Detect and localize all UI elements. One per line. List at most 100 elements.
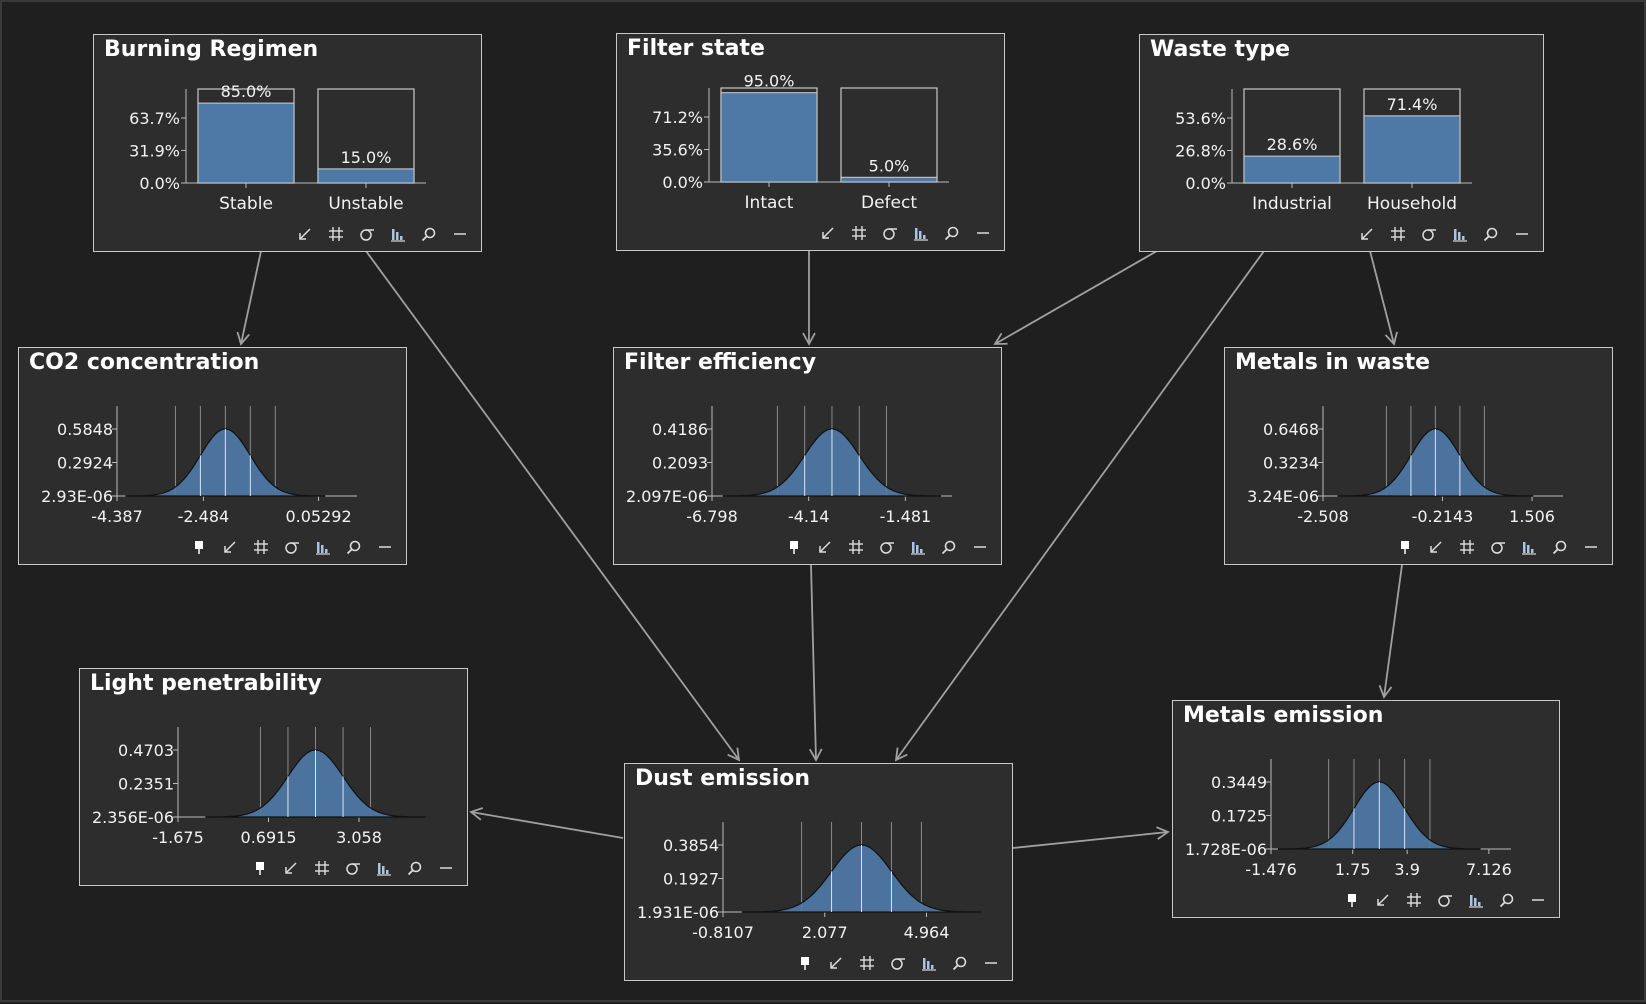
y-tick-label: 0.2351 [118, 775, 174, 794]
pin-icon[interactable] [1341, 889, 1363, 911]
search-icon[interactable] [1549, 536, 1571, 558]
sigma-icon[interactable] [1434, 889, 1456, 911]
histogram-icon[interactable] [1449, 223, 1471, 245]
minimize-icon[interactable] [969, 536, 991, 558]
histogram-icon[interactable] [373, 857, 395, 879]
edge-dust-to-light[interactable] [469, 807, 624, 839]
histogram-icon[interactable] [1465, 889, 1487, 911]
node-toolbar [1394, 536, 1602, 558]
grid-icon[interactable] [1387, 223, 1409, 245]
bar-value-label: 85.0% [221, 82, 272, 101]
node-title: Light penetrability [90, 671, 322, 696]
edge-burning-to-co2[interactable] [236, 250, 262, 346]
search-icon[interactable] [941, 222, 963, 244]
edge-burning-to-dust[interactable] [365, 250, 741, 762]
x-tick-label: -2.484 [178, 507, 230, 526]
fit-icon[interactable] [219, 536, 241, 558]
sigma-icon[interactable] [879, 222, 901, 244]
edge-waste_type-to-dust[interactable] [894, 250, 1265, 762]
node-co2[interactable]: CO2 concentration 2.93E-06 0.2924 0.5848 -4.… [18, 347, 407, 565]
fit-icon[interactable] [1372, 889, 1394, 911]
minimize-icon[interactable] [980, 952, 1002, 974]
node-filter-state[interactable]: Filter state 0.0% 35.6% 71.2% 95.0% Intact 5.0… [616, 33, 1005, 251]
sigma-icon[interactable] [356, 223, 378, 245]
search-icon[interactable] [404, 857, 426, 879]
search-icon[interactable] [1496, 889, 1518, 911]
bar-intact[interactable] [720, 92, 818, 183]
sigma-icon[interactable] [281, 536, 303, 558]
edge-waste_type-to-filter_eff[interactable] [993, 250, 1158, 345]
edge-metals_waste-to-metals_emission[interactable] [1378, 564, 1403, 699]
search-icon[interactable] [343, 536, 365, 558]
edge-filter_eff-to-dust[interactable] [808, 564, 823, 762]
node-metals-waste[interactable]: Metals in waste 3.24E-06 0.3234 0.6468 -2.50… [1224, 347, 1613, 565]
pin-icon[interactable] [249, 857, 271, 879]
histogram-icon[interactable] [918, 952, 940, 974]
node-burning[interactable]: Burning Regimen 0.0% 31.9% 63.7% 85.0% Stable… [93, 34, 482, 252]
search-icon[interactable] [1480, 223, 1502, 245]
histogram-icon[interactable] [312, 536, 334, 558]
y-tick-label: 0.3449 [1211, 773, 1267, 792]
fit-icon[interactable] [1356, 223, 1378, 245]
pin-icon[interactable] [794, 952, 816, 974]
fit-icon[interactable] [280, 857, 302, 879]
grid-icon[interactable] [1456, 536, 1478, 558]
histogram-icon[interactable] [910, 222, 932, 244]
fit-icon[interactable] [1425, 536, 1447, 558]
sigma-icon[interactable] [876, 536, 898, 558]
x-tick-label: -4.387 [91, 507, 143, 526]
y-tick-label: 0.4703 [118, 741, 174, 760]
grid-icon[interactable] [250, 536, 272, 558]
minimize-icon[interactable] [972, 222, 994, 244]
fit-icon[interactable] [825, 952, 847, 974]
sigma-icon[interactable] [1487, 536, 1509, 558]
minimize-icon[interactable] [1527, 889, 1549, 911]
search-icon[interactable] [418, 223, 440, 245]
grid-icon[interactable] [325, 223, 347, 245]
x-tick-label: -0.2143 [1412, 507, 1474, 526]
fit-icon[interactable] [814, 536, 836, 558]
sigma-icon[interactable] [887, 952, 909, 974]
minimize-icon[interactable] [1580, 536, 1602, 558]
y-tick-label: 31.9% [129, 141, 180, 160]
node-waste-type[interactable]: Waste type 0.0% 26.8% 53.6% 28.6% Industrial 7… [1139, 34, 1544, 252]
bar-unstable[interactable] [317, 168, 415, 184]
histogram-icon[interactable] [907, 536, 929, 558]
bar-defect[interactable] [840, 176, 938, 183]
minimize-icon[interactable] [449, 223, 471, 245]
sigma-icon[interactable] [1418, 223, 1440, 245]
edge-dust-to-metals_emission[interactable] [1012, 826, 1170, 849]
grid-icon[interactable] [1403, 889, 1425, 911]
minimize-icon[interactable] [435, 857, 457, 879]
minimize-icon[interactable] [1511, 223, 1533, 245]
node-dust[interactable]: Dust emission 1.931E-06 0.1927 0.3854 -0.810… [624, 763, 1013, 981]
search-icon[interactable] [949, 952, 971, 974]
node-filter-eff[interactable]: Filter efficiency 2.097E-06 0.2093 0.4186 -6… [613, 347, 1002, 565]
node-light[interactable]: Light penetrability 2.356E-06 0.2351 0.4703… [79, 668, 468, 886]
x-tick-label: -1.476 [1245, 860, 1297, 879]
minimize-icon[interactable] [374, 536, 396, 558]
grid-icon[interactable] [848, 222, 870, 244]
bar-value-label: 95.0% [744, 72, 795, 91]
bar-industrial[interactable] [1243, 155, 1341, 184]
histogram-icon[interactable] [387, 223, 409, 245]
pin-icon[interactable] [1394, 536, 1416, 558]
grid-icon[interactable] [856, 952, 878, 974]
histogram-icon[interactable] [1518, 536, 1540, 558]
search-icon[interactable] [938, 536, 960, 558]
grid-icon[interactable] [845, 536, 867, 558]
bar-household[interactable] [1363, 115, 1461, 184]
sigma-icon[interactable] [342, 857, 364, 879]
node-metals-emission[interactable]: Metals emission 1.728E-06 0.1725 0.3449 -1.4… [1172, 700, 1560, 918]
pin-icon[interactable] [783, 536, 805, 558]
node-chart: 3.24E-06 0.3234 0.6468 -2.508 -0.2143 1.506 [1247, 406, 1563, 526]
pin-icon[interactable] [188, 536, 210, 558]
fit-icon[interactable] [817, 222, 839, 244]
grid-icon[interactable] [311, 857, 333, 879]
bar-stable[interactable] [197, 102, 295, 184]
edge-waste_type-to-metals_waste[interactable] [1369, 250, 1398, 346]
fit-icon[interactable] [294, 223, 316, 245]
node-chart: 2.097E-06 0.2093 0.4186 -6.798 -4.14 -1.481 [626, 406, 952, 526]
